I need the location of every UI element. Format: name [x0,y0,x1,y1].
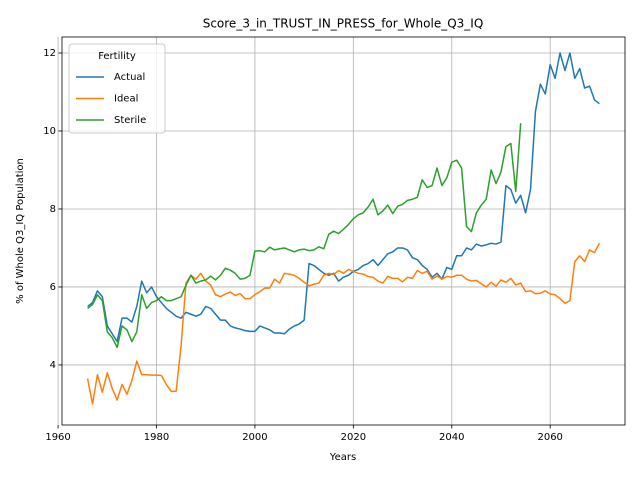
chart-title: Score_3_in_TRUST_IN_PRESS_for_Whole_Q3_I… [203,17,484,31]
y-tick-label: 12 [43,48,56,59]
y-tick-label: 8 [50,204,56,215]
x-tick-label: 2000 [242,432,267,443]
x-tick-label: 1980 [144,432,169,443]
legend-label: Ideal [114,94,138,105]
y-axis-label: % of Whole Q3_IQ Population [15,158,26,304]
plot-frame [61,36,626,426]
x-tick-label: 2020 [341,432,366,443]
legend-box [68,43,166,134]
x-axis-label: Years [329,452,356,463]
legend-title: Fertility [98,51,136,62]
y-tick-label: 6 [50,282,56,293]
line-series [87,52,600,343]
line-series [86,242,601,405]
legend: Fertility Actual Ideal Sterile [68,43,166,134]
grid: 1960 1980 2000 2020 2040 2060 4 6 8 10 12 [43,37,625,443]
legend-label: Sterile [114,115,146,126]
y-tick-label: 10 [43,126,56,137]
x-tick-label: 2040 [439,432,464,443]
line-series [87,123,522,349]
legend-label: Actual [114,72,145,83]
lines [86,52,601,405]
y-tick-label: 4 [50,360,56,371]
x-tick-label: 1960 [45,432,70,443]
x-tick-label: 2060 [537,432,562,443]
